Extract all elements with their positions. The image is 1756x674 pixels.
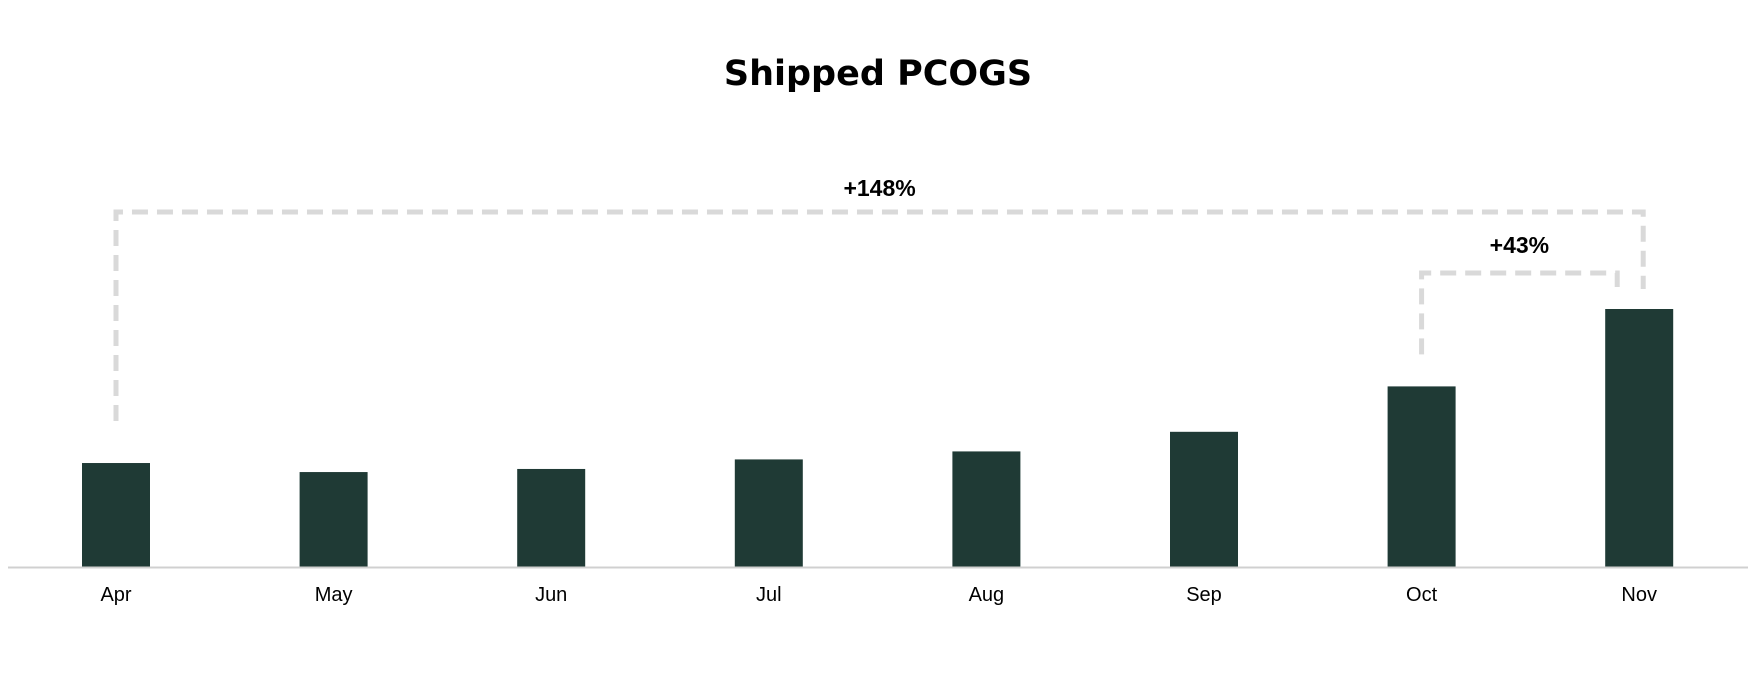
bar-may xyxy=(299,472,368,567)
chart-title: Shipped PCOGS xyxy=(724,54,1032,94)
growth-label-2: +43% xyxy=(1490,232,1549,258)
tick-label-apr: Apr xyxy=(100,584,131,606)
bar-oct xyxy=(1387,386,1456,567)
bar-jul xyxy=(734,459,803,567)
tick-label-oct: Oct xyxy=(1406,584,1438,606)
tick-label-jul: Jul xyxy=(756,584,782,606)
bar-nov xyxy=(1605,309,1674,567)
growth-annotations: +148% +43% xyxy=(843,175,1549,258)
growth-bracket-1 xyxy=(113,209,1646,422)
bar-jun xyxy=(517,468,586,567)
tick-label-jun: Jun xyxy=(535,584,567,606)
growth-brackets xyxy=(113,209,1646,422)
bars xyxy=(82,309,1674,567)
tick-label-may: May xyxy=(315,584,353,606)
tick-label-nov: Nov xyxy=(1621,584,1657,606)
bar-sep xyxy=(1170,431,1238,567)
tick-label-aug: Aug xyxy=(969,584,1005,606)
growth-bracket-2 xyxy=(1419,270,1620,355)
growth-label-1: +148% xyxy=(843,175,915,201)
x-axis-tick-labels: Apr May Jun Jul Aug Sep Oct Nov xyxy=(100,584,1657,606)
tick-label-sep: Sep xyxy=(1186,584,1222,606)
bar-apr xyxy=(82,463,150,567)
bar-aug xyxy=(952,451,1021,567)
